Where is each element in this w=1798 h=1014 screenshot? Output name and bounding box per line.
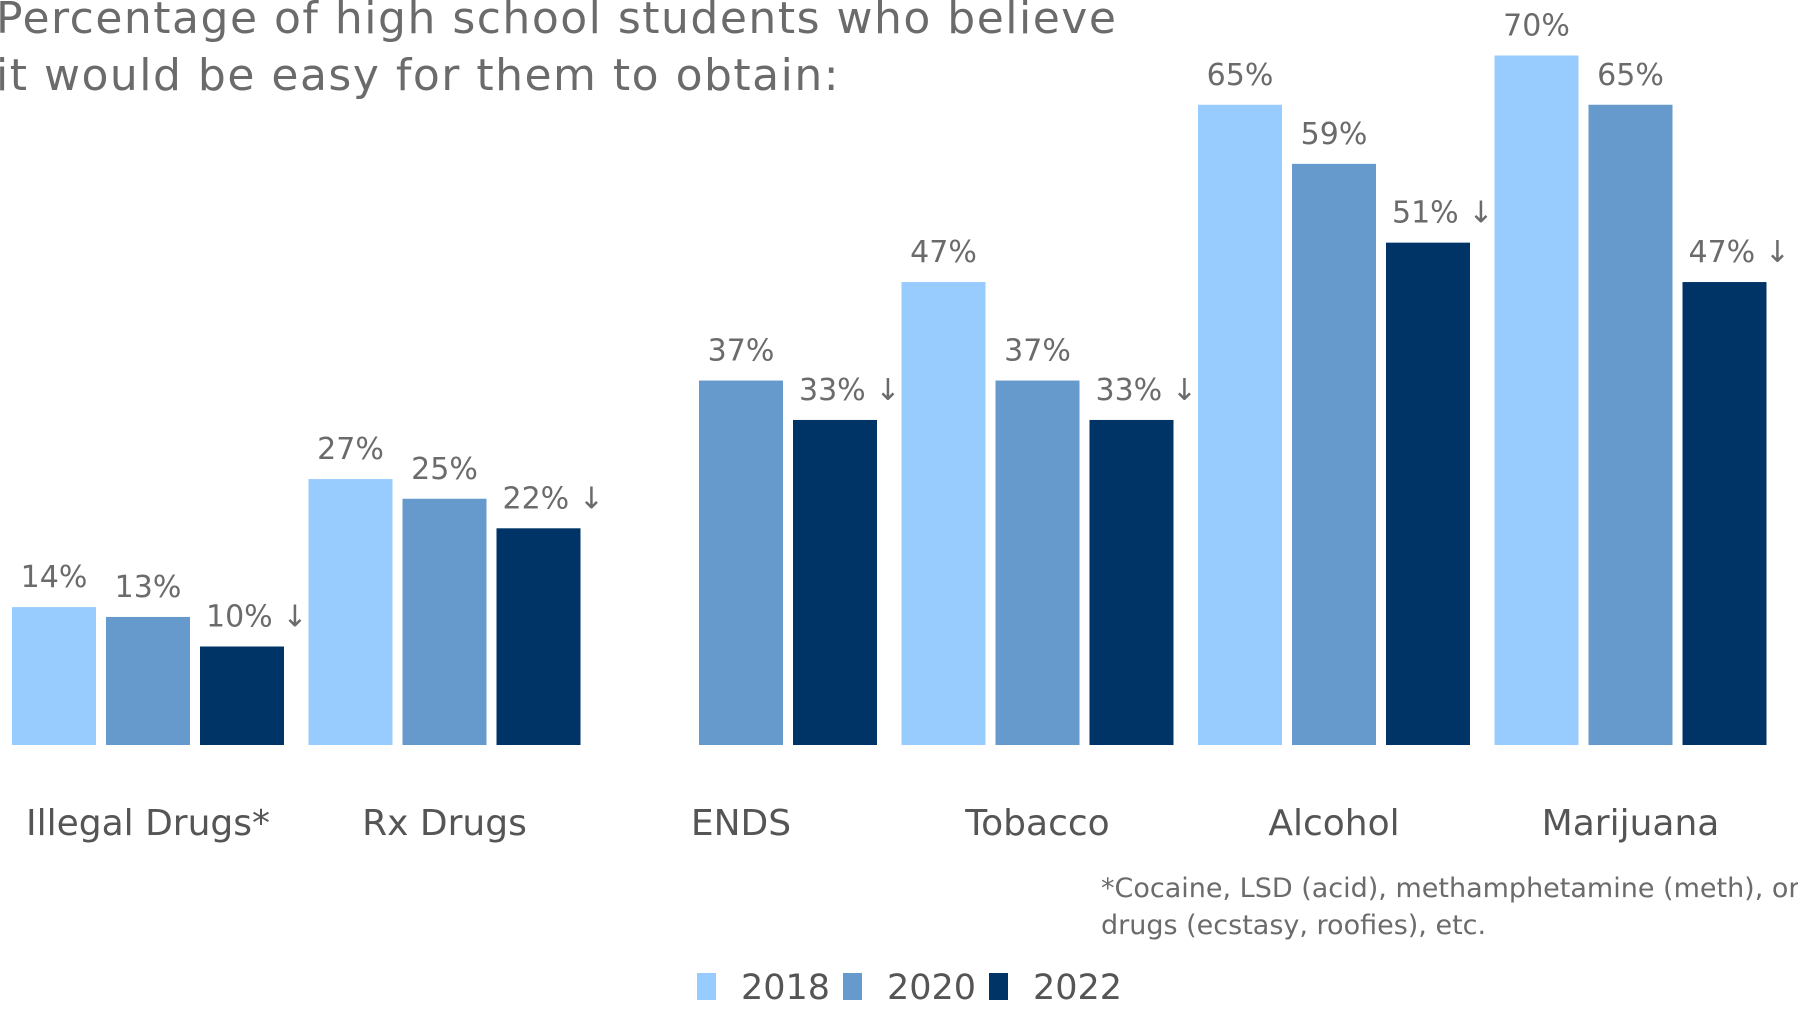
value-label-rx-drugs-2020: 25%: [411, 452, 478, 487]
legend-swatch-2020: [843, 973, 862, 1000]
bar-rx-drugs-2018: [308, 479, 393, 745]
category-label-tobacco: Tobacco: [964, 803, 1109, 844]
category-label-illegal-drugs: Illegal Drugs*: [26, 803, 270, 844]
category-label-ends: ENDS: [691, 803, 791, 844]
bar-tobacco-2020: [995, 380, 1080, 745]
category-label-alcohol: Alcohol: [1268, 803, 1399, 844]
legend-label-2018: 2018: [741, 968, 830, 1008]
bar-rx-drugs-2022: [496, 528, 581, 745]
bars-group: [12, 55, 1767, 746]
bar-tobacco-2022: [1089, 419, 1174, 745]
bar-alcohol-2018: [1198, 104, 1282, 745]
category-label-rx-drugs: Rx Drugs: [362, 803, 527, 844]
value-label-alcohol-2018: 65%: [1207, 58, 1274, 93]
footnote-line-2: drugs (ecstasy, roofies), etc.: [1101, 910, 1486, 941]
value-label-marijuana-2018: 70%: [1503, 9, 1570, 44]
footnote: *Cocaine, LSD (acid), methamphetamine (m…: [1101, 873, 1798, 941]
legend-swatch-2022: [989, 973, 1008, 1000]
bar-illegal-drugs-2020: [106, 616, 190, 745]
chart-title-line-1: Percentage of high school students who b…: [0, 0, 1117, 44]
value-label-tobacco-2020: 37%: [1004, 334, 1071, 369]
value-label-marijuana-2022: 47% ↓: [1689, 235, 1790, 270]
legend-item-2018: 2018: [697, 968, 830, 1008]
bar-illegal-drugs-2018: [12, 607, 96, 745]
category-labels-group: Illegal Drugs* Rx Drugs ENDS Tobacco Alcohol…: [26, 803, 1719, 844]
legend: 2018 2020 2022: [697, 968, 1122, 1008]
value-label-tobacco-2018: 47%: [910, 235, 977, 270]
value-label-marijuana-2020: 65%: [1597, 58, 1664, 93]
bar-alcohol-2022: [1386, 242, 1470, 745]
legend-item-2020: 2020: [843, 968, 976, 1008]
legend-label-2022: 2022: [1033, 968, 1122, 1008]
bar-ends-2022: [793, 419, 877, 745]
category-label-marijuana: Marijuana: [1542, 803, 1720, 844]
value-labels-group: 14% 13% 10% ↓ 27% 25% 22% ↓ 37% 33% ↓ 47% 37% 33% …: [21, 9, 1790, 635]
bar-rx-drugs-2020: [402, 498, 487, 745]
value-label-illegal-drugs-2018: 14%: [21, 560, 88, 595]
value-label-ends-2020: 37%: [708, 334, 775, 369]
value-label-ends-2022: 33% ↓: [799, 373, 900, 408]
bar-marijuana-2020: [1588, 104, 1673, 745]
legend-item-2022: 2022: [989, 968, 1122, 1008]
value-label-alcohol-2022: 51% ↓: [1392, 196, 1493, 231]
bar-marijuana-2018: [1494, 55, 1579, 745]
bar-ends-2020: [699, 380, 783, 745]
value-label-tobacco-2022: 33% ↓: [1096, 373, 1197, 408]
footnote-line-1: *Cocaine, LSD (acid), methamphetamine (m…: [1101, 873, 1798, 904]
bar-tobacco-2018: [901, 282, 986, 745]
legend-label-2020: 2020: [887, 968, 976, 1008]
legend-swatch-2018: [697, 973, 716, 1000]
chart-title-line-2: it would be easy for them to obtain:: [0, 50, 840, 101]
bar-alcohol-2020: [1292, 163, 1376, 746]
bar-marijuana-2022: [1682, 282, 1767, 745]
chart-title: Percentage of high school students who b…: [0, 0, 1117, 101]
value-label-alcohol-2020: 59%: [1301, 117, 1368, 152]
value-label-rx-drugs-2018: 27%: [317, 432, 384, 467]
value-label-rx-drugs-2022: 22% ↓: [503, 481, 604, 516]
value-label-illegal-drugs-2020: 13%: [115, 570, 182, 605]
value-label-illegal-drugs-2022: 10% ↓: [206, 600, 307, 635]
bar-illegal-drugs-2022: [200, 646, 284, 745]
